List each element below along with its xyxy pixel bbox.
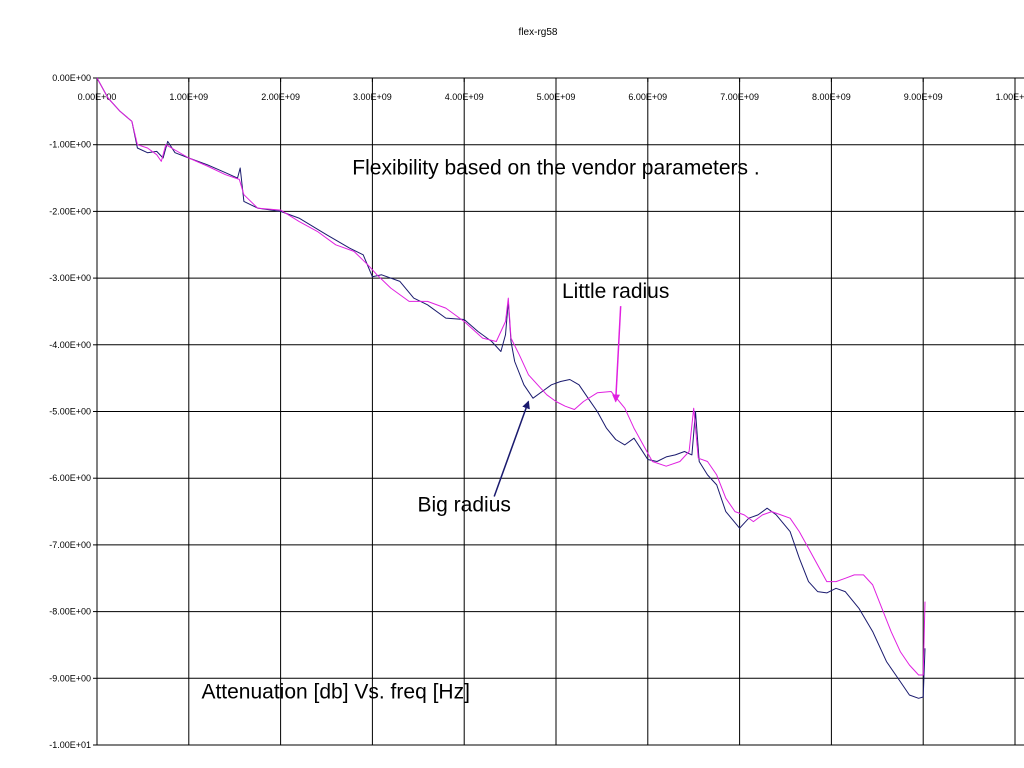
x-tick-label: 7.00E+09 [720, 92, 759, 102]
x-tick-label: 1.00E+10 [996, 92, 1024, 102]
series-line-2 [96, 77, 926, 676]
y-tick-label: -3.00E+00 [49, 273, 91, 283]
little-radius-label: Little radius [562, 280, 669, 303]
x-tick-label: 3.00E+09 [353, 92, 392, 102]
x-tick-label: 5.00E+09 [537, 92, 576, 102]
y-tick-label: -1.00E+01 [49, 740, 91, 750]
x-tick-label: 0.00E+00 [78, 92, 117, 102]
x-tick-label: 1.00E+09 [169, 92, 208, 102]
y-tick-label: 0.00E+00 [52, 73, 91, 83]
x-tick-labels: 0.00E+00 1.00E+09 2.00E+09 3.00E+09 4.00E+09… [78, 92, 1024, 102]
y-tick-label: -7.00E+00 [49, 540, 91, 550]
little-radius-arrow [612, 306, 622, 403]
x-tick-label: 2.00E+09 [261, 92, 300, 102]
y-tick-label: -2.00E+00 [49, 206, 91, 216]
annotations: Flexibility based on the vendor paramete… [201, 157, 759, 704]
y-tick-labels: 0.00E+00 -1.00E+00 -2.00E+00 -3.00E+00 -4.00… [49, 73, 91, 750]
y-tick-label: -6.00E+00 [49, 473, 91, 483]
x-tick-label: 8.00E+09 [812, 92, 851, 102]
y-tick-label: -8.00E+00 [49, 607, 91, 617]
big-radius-arrow [493, 400, 530, 497]
big-radius-label: Big radius [418, 494, 511, 517]
series-lines [96, 77, 926, 699]
y-tick-label: -9.00E+00 [49, 673, 91, 683]
y-tick-label: -1.00E+00 [49, 140, 91, 150]
axes [93, 77, 1016, 746]
y-tick-label: -5.00E+00 [49, 407, 91, 417]
x-tick-label: 4.00E+09 [445, 92, 484, 102]
flexibility-note: Flexibility based on the vendor paramete… [352, 157, 759, 180]
x-tick-label: 6.00E+09 [628, 92, 667, 102]
y-tick-label: -4.00E+00 [49, 340, 91, 350]
axes-note: Attenuation [db] Vs. freq [Hz] [201, 680, 469, 703]
chart-title: flex-rg58 [519, 27, 558, 38]
series-line-1 [96, 77, 926, 699]
x-tick-label: 9.00E+09 [904, 92, 943, 102]
